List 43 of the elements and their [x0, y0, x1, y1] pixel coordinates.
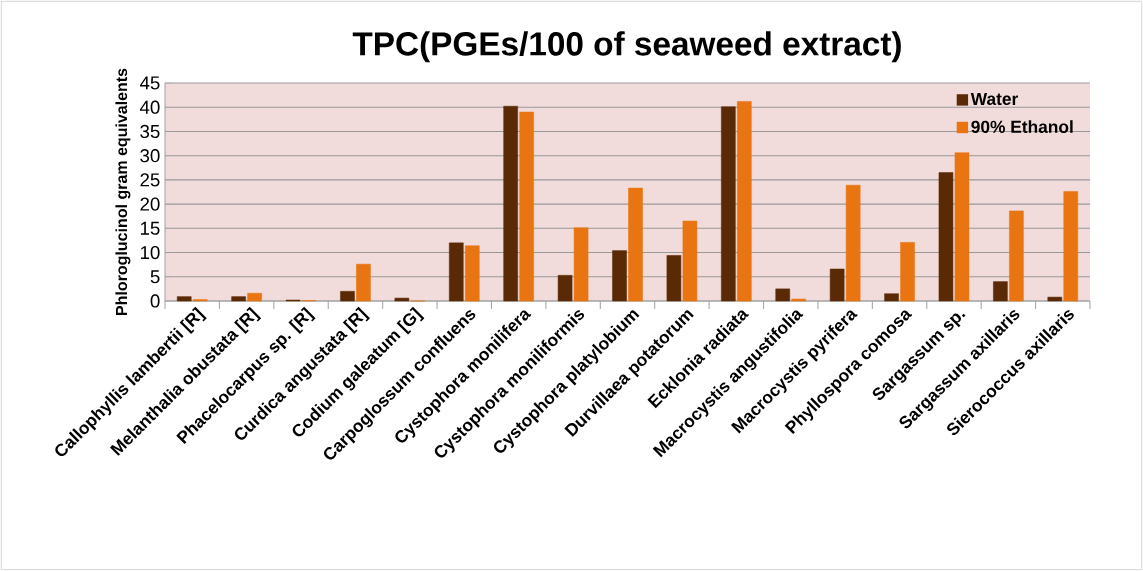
bar	[721, 106, 736, 302]
bar	[845, 184, 861, 302]
bar	[573, 227, 589, 302]
bar	[449, 242, 464, 302]
bar	[666, 255, 682, 302]
y-tick-label: 25	[140, 173, 160, 187]
y-tick-label: 0	[150, 294, 160, 308]
bar	[503, 105, 518, 302]
bar	[176, 296, 192, 302]
bar	[884, 293, 899, 302]
bar	[394, 297, 410, 302]
legend-label: 90% Ethanol	[971, 120, 1073, 133]
bar	[1009, 210, 1024, 302]
y-tick-label: 10	[140, 245, 160, 260]
bar	[557, 275, 573, 302]
bar	[737, 101, 752, 302]
bar	[829, 268, 845, 302]
chart-title: TPC(PGEs/100 of seaweed extract)	[352, 31, 901, 63]
bar	[247, 292, 262, 302]
bar	[356, 263, 371, 302]
y-tick-label: 5	[150, 270, 160, 284]
y-tick-label: 35	[140, 124, 160, 139]
y-axis-title: Phloroglucinol gram equivalents	[115, 68, 131, 315]
bar	[682, 220, 698, 302]
bar	[775, 288, 790, 302]
bar	[465, 245, 480, 302]
y-tick-label: 40	[139, 100, 160, 114]
bar	[519, 111, 534, 302]
bar	[340, 291, 355, 302]
bar	[1047, 296, 1063, 302]
bar	[900, 242, 915, 302]
y-tick-label: 20	[140, 197, 160, 211]
bar	[954, 152, 970, 302]
bar	[231, 296, 246, 302]
y-tick-label: 15	[140, 221, 160, 235]
y-tick-label: 45	[139, 76, 160, 90]
bar	[1063, 191, 1079, 302]
bar	[628, 187, 643, 302]
y-tick-label: 30	[140, 149, 160, 163]
legend-label: Water	[970, 92, 1019, 106]
bar	[938, 172, 954, 302]
bar	[612, 250, 627, 302]
bar	[993, 281, 1008, 302]
